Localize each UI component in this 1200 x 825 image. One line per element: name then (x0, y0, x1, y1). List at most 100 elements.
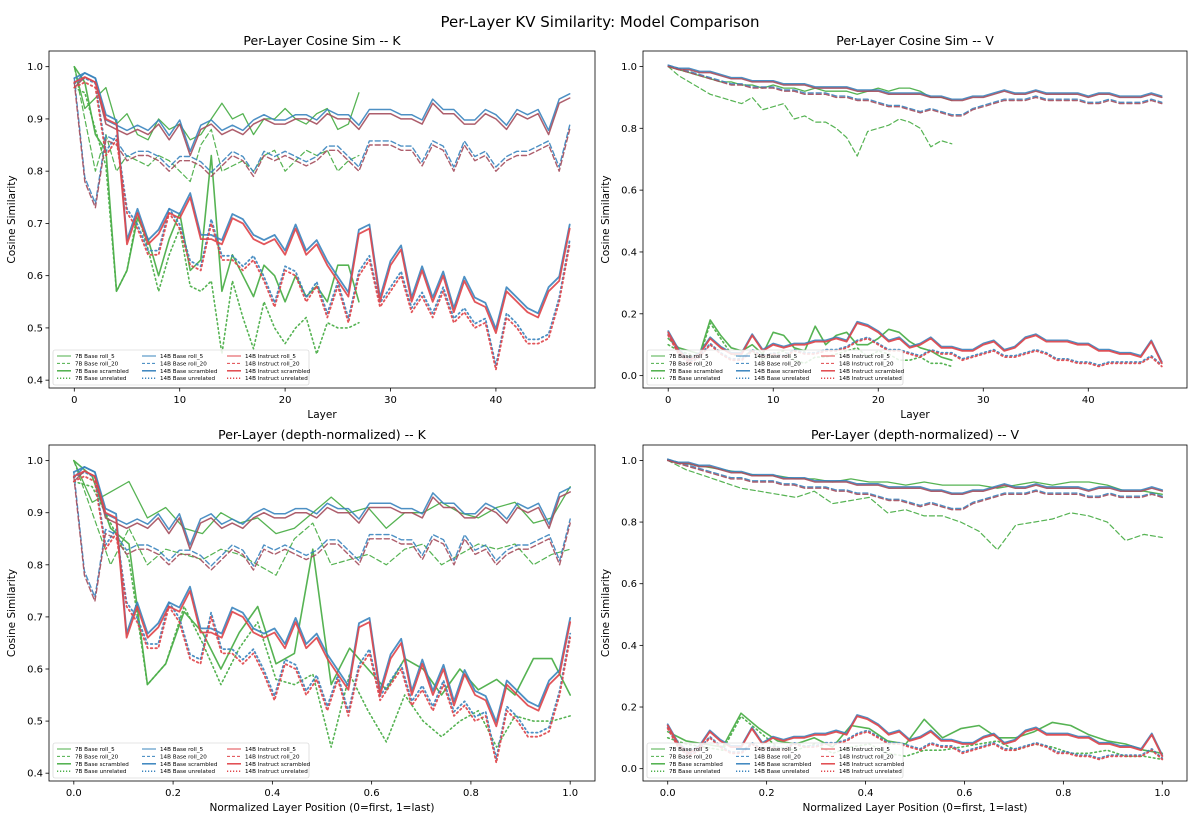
legend-entry: 7B Base roll_5 (669, 747, 709, 753)
y-tick-label: 0.5 (27, 717, 43, 728)
y-tick-label: 1.0 (621, 62, 637, 73)
legend: 7B Base roll_57B Base roll_20 7B Base scr… (646, 742, 905, 779)
series-14b-base-roll-5 (73, 466, 571, 546)
series-14b-instruct-scrambled (73, 76, 571, 335)
legend-entry: 7B Base roll_5 (75, 747, 115, 753)
legend-entry: 14B Instruct roll_20 (245, 361, 300, 367)
legend-entry: 14B Base scrambled (754, 369, 812, 375)
subplot-title: Per-Layer Cosine Sim -- K (243, 33, 401, 48)
legend-entry: 14B Instruct roll_5 (245, 747, 296, 753)
series-7b-base-unrelated (666, 715, 1164, 761)
y-axis-label: Cosine Similarity (600, 175, 612, 263)
series-14b-base-roll-20 (667, 64, 1163, 116)
series-14b-base-roll-20 (73, 77, 571, 205)
series-14b-base-scrambled (72, 465, 572, 723)
legend-entry: 14B Instruct roll_20 (839, 361, 894, 367)
legend-entry: 14B Instruct scrambled (839, 762, 905, 768)
series-7b-base-roll_5 (73, 66, 360, 141)
series-14b-base-roll-20 (73, 471, 571, 598)
legend-entry: 14B Instruct unrelated (245, 376, 308, 382)
x-tick-label: 0.8 (1055, 788, 1071, 799)
legend-entry: 14B Base scrambled (160, 762, 218, 768)
legend-entry: 14B Base roll_5 (754, 354, 798, 360)
series-14b-instruct-roll-5 (73, 76, 571, 157)
x-tick-label: 1.0 (562, 788, 578, 799)
series-7b-base-unrelated (73, 480, 572, 748)
y-tick-label: 0.4 (27, 376, 43, 387)
legend: 7B Base roll_57B Base roll_20 7B Base scr… (646, 349, 905, 386)
y-tick-label: 0.9 (27, 114, 43, 125)
y-tick-label: 0.8 (621, 124, 637, 135)
legend-entry: 14B Instruct unrelated (245, 769, 308, 775)
x-tick-label: 30 (977, 395, 990, 406)
legend-entry: 14B Instruct scrambled (839, 369, 905, 375)
y-tick-label: 0.2 (621, 703, 637, 714)
x-tick-label: 0.0 (66, 788, 82, 799)
x-tick-label: 10 (767, 395, 780, 406)
y-tick-label: 0.7 (27, 612, 43, 623)
legend-entry: 14B Instruct roll_20 (839, 754, 894, 760)
y-tick-label: 0.6 (27, 271, 43, 282)
legend-entry: 14B Base roll_20 (754, 754, 801, 760)
legend-entry: 14B Base roll_5 (160, 354, 204, 360)
x-tick-label: 0.2 (165, 788, 181, 799)
legend-entry: 14B Instruct unrelated (839, 376, 902, 382)
x-axis-label: Normalized Layer Position (0=first, 1=la… (210, 802, 435, 814)
figure-title: Per-Layer KV Similarity: Model Compariso… (440, 13, 759, 31)
legend-frame (646, 349, 904, 386)
legend-entry: 7B Base roll_20 (669, 754, 713, 760)
series-14b-base-roll-20 (667, 458, 1164, 510)
series-7b-base-roll_20 (667, 459, 1163, 551)
y-tick-label: 0.6 (621, 579, 637, 590)
series-14b-instruct-roll-5 (73, 470, 571, 550)
series-14b-instruct-scrambled (667, 322, 1163, 365)
plot-area (642, 50, 1188, 389)
x-axis-label: Normalized Layer Position (0=first, 1=la… (803, 802, 1028, 814)
series-lines (72, 459, 572, 764)
y-tick-label: 0.2 (621, 309, 637, 320)
y-tick-label: 0.6 (621, 186, 637, 197)
series-7b-base-roll_5 (73, 459, 571, 535)
series-14b-instruct-roll-5 (666, 459, 1164, 496)
legend-entry: 14B Base unrelated (160, 376, 215, 382)
x-tick-label: 0 (665, 395, 671, 406)
legend-entry: 7B Base scrambled (75, 369, 129, 375)
y-tick-label: 1.0 (27, 456, 43, 467)
y-tick-label: 0.8 (27, 560, 43, 571)
legend: 7B Base roll_57B Base roll_20 7B Base scr… (52, 742, 311, 779)
y-tick-label: 0.0 (621, 371, 637, 382)
y-tick-label: 1.0 (621, 456, 637, 467)
x-axis-label: Layer (307, 409, 337, 421)
x-tick-label: 10 (173, 395, 186, 406)
series-14b-base-unrelated (72, 471, 572, 760)
legend-entry: 14B Base roll_20 (160, 361, 207, 367)
legend: 7B Base roll_57B Base roll_20 7B Base scr… (52, 349, 311, 386)
x-tick-label: 0 (71, 395, 77, 406)
subplot-title: Per-Layer Cosine Sim -- V (836, 33, 994, 48)
y-axis-label: Cosine Similarity (600, 569, 612, 657)
legend-entry: 14B Instruct roll_5 (245, 354, 296, 360)
x-tick-label: 0.8 (463, 788, 479, 799)
series-14b-base-scrambled (73, 72, 571, 330)
subplot-title: Per-Layer (depth-normalized) -- K (218, 427, 427, 442)
x-tick-label: 0.0 (660, 788, 676, 799)
legend-entry: 7B Base unrelated (669, 376, 721, 382)
legend-entry: 7B Base unrelated (75, 376, 127, 382)
series-14b-instruct-unrelated (72, 475, 572, 764)
y-axis-label: Cosine Similarity (6, 175, 18, 263)
x-tick-label: 0.6 (364, 788, 380, 799)
series-7b-base-unrelated (73, 86, 360, 355)
plot-area (642, 444, 1188, 782)
x-tick-label: 1.0 (1154, 788, 1170, 799)
x-tick-label: 40 (490, 395, 503, 406)
legend-frame (646, 742, 904, 779)
y-tick-label: 0.0 (621, 764, 637, 775)
series-lines (666, 458, 1164, 761)
legend-entry: 7B Base scrambled (75, 762, 129, 768)
series-14b-base-roll-5 (73, 72, 571, 153)
legend-entry: 14B Base roll_5 (754, 747, 798, 753)
subplot-3: Per-Layer (depth-normalized) -- K 0.0 0.2 0… (6, 427, 596, 814)
series-14b-instruct-roll-20 (667, 459, 1164, 511)
series-7b-base-scrambled (667, 319, 953, 362)
